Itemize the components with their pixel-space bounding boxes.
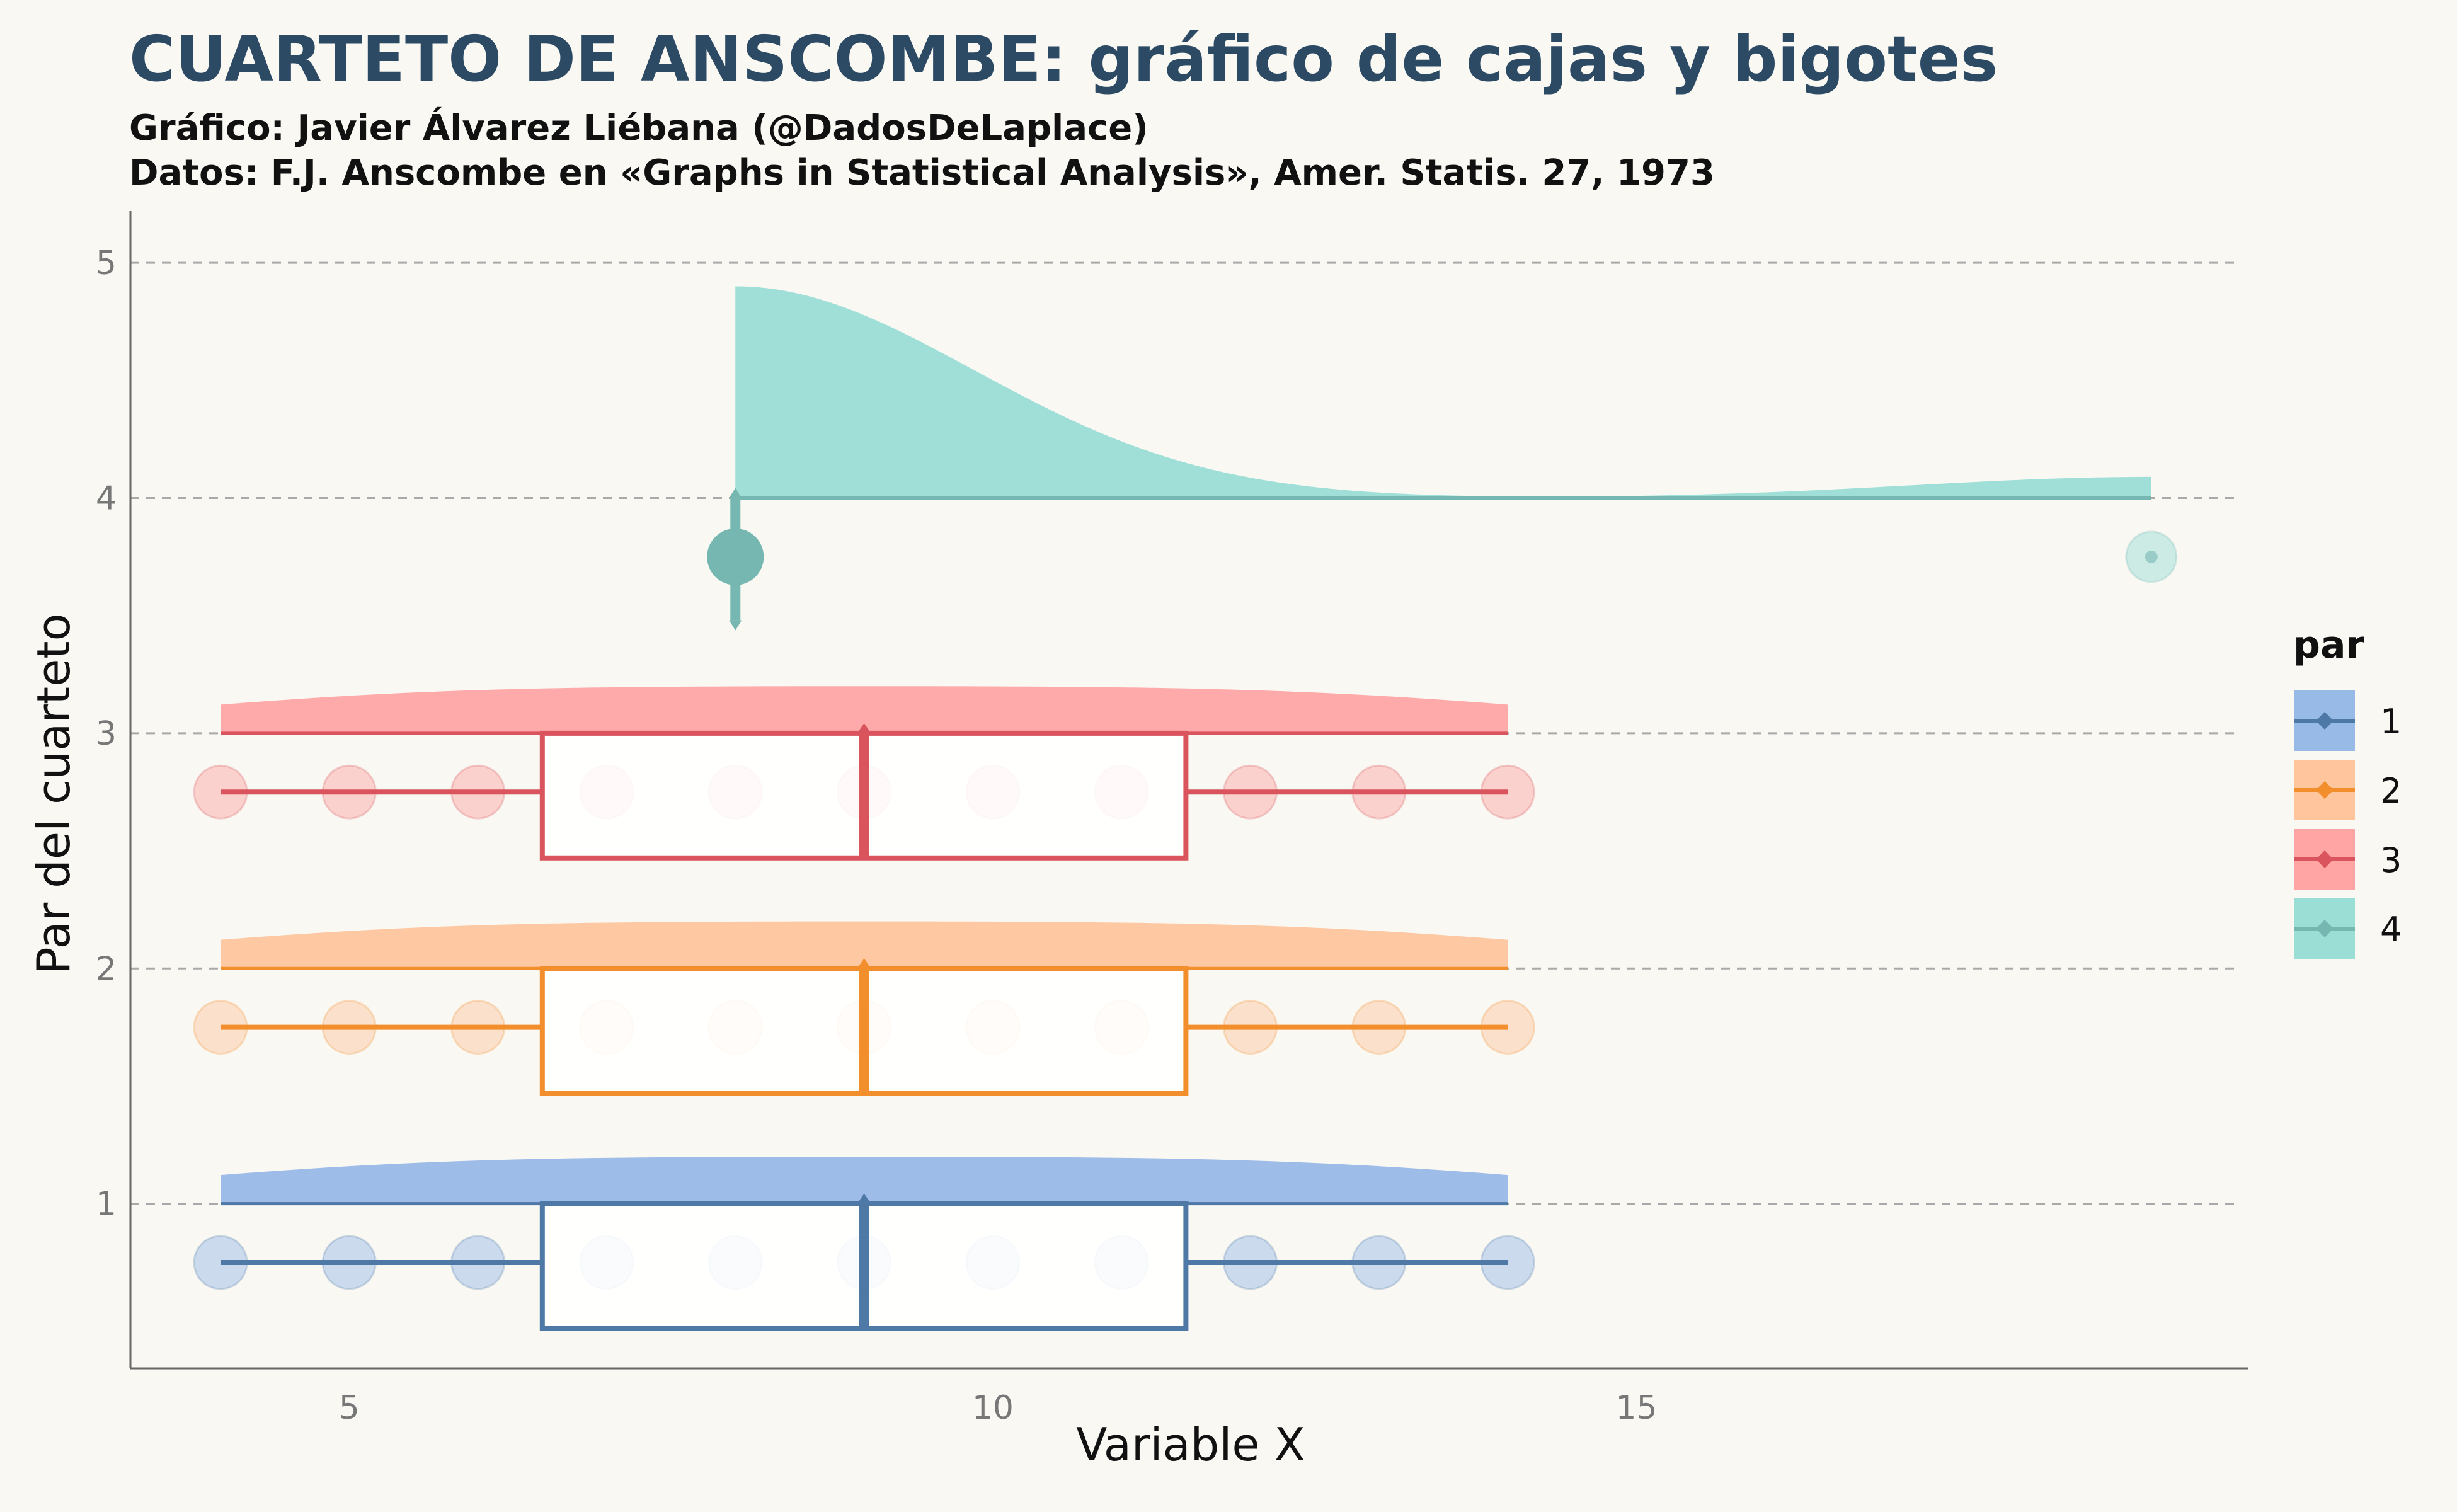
legend-item-3: 3 <box>2294 829 2402 890</box>
legend-marker-2 <box>2316 781 2334 799</box>
chart-subtitle-author: Gráfico: Javier Álvarez Liébana (@DadosD… <box>129 108 1148 149</box>
series-4 <box>707 286 2178 631</box>
density-2 <box>220 921 1508 969</box>
series-2 <box>193 921 1535 1096</box>
median-marker-top-4 <box>729 488 742 498</box>
legend-marker-1 <box>2316 712 2334 730</box>
axes: 5 10 15 1 2 3 4 5 <box>96 211 2248 1427</box>
legend-item-4: 4 <box>2294 898 2402 959</box>
y-tick-label-4: 4 <box>96 480 117 518</box>
legend-label-1: 1 <box>2380 702 2402 742</box>
density-3 <box>220 686 1508 733</box>
y-tick-label-1: 1 <box>96 1186 117 1223</box>
chart-title: CUARTETO DE ANSCOMBE: gráfico de cajas y… <box>129 22 1998 96</box>
x-tick-label-5: 5 <box>339 1389 360 1427</box>
density-4 <box>735 286 2151 498</box>
legend-label-2: 2 <box>2380 771 2402 811</box>
x-tick-label-15: 15 <box>1615 1389 1657 1427</box>
legend-title: par <box>2293 623 2364 667</box>
series-1 <box>193 1156 1535 1331</box>
legend-label-3: 3 <box>2380 840 2402 880</box>
series-3 <box>193 686 1535 861</box>
median-marker-bottom-4 <box>729 620 742 631</box>
y-tick-label-2: 2 <box>96 950 117 988</box>
legend-item-2: 2 <box>2294 760 2402 820</box>
x-axis-label: Variable X <box>1076 1418 1305 1471</box>
median-marker-2 <box>857 958 871 969</box>
density-1 <box>220 1156 1508 1204</box>
chart-subtitle-source: Datos: F.J. Anscombe en «Graphs in Stati… <box>129 152 1715 193</box>
series-group <box>193 286 2178 1331</box>
legend: par 1 2 3 4 <box>2293 623 2402 959</box>
median-dot-4 <box>707 528 764 585</box>
y-tick-label-3: 3 <box>96 715 117 753</box>
x-tick-label-10: 10 <box>972 1389 1014 1427</box>
legend-label-4: 4 <box>2380 910 2402 949</box>
y-axis-label: Par del cuarteto <box>27 613 80 974</box>
outlier-point-4-0 <box>2145 550 2158 563</box>
legend-marker-3 <box>2316 850 2334 868</box>
y-tick-label-5: 5 <box>96 244 117 282</box>
legend-item-1: 1 <box>2294 690 2402 751</box>
legend-marker-4 <box>2316 920 2334 937</box>
median-marker-3 <box>857 723 871 733</box>
median-marker-1 <box>857 1193 871 1204</box>
